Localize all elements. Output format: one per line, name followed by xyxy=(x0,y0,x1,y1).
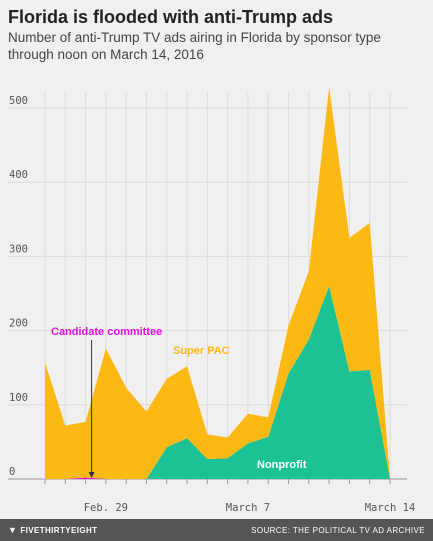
candidate-committee-arrowhead xyxy=(88,472,95,478)
y-tick-label-0: 0 xyxy=(9,466,15,478)
area-layer xyxy=(45,87,390,479)
footer-bar: ▼ FIVETHIRTYEIGHT SOURCE: THE POLITICAL … xyxy=(0,519,433,541)
y-tick-label-500: 500 xyxy=(9,95,28,107)
x-tick-label-17: March 14 xyxy=(365,502,416,514)
x-tick-label-10: March 7 xyxy=(226,502,270,514)
y-tick-label-300: 300 xyxy=(9,243,28,255)
stacked-area-chart: 0 100 200 300 400 500 Feb. 29 March 7 March 14 C… xyxy=(8,87,415,514)
y-tick-label-100: 100 xyxy=(9,392,28,404)
y-tick-label-200: 200 xyxy=(9,318,28,330)
y-tick-label-400: 400 xyxy=(9,169,28,181)
chart-subtitle: Number of anti-Trump TV ads airing in Fl… xyxy=(8,30,381,62)
fivethirtyeight-logo-icon: ▼ xyxy=(8,525,18,535)
footer-brand-label: FIVETHIRTYEIGHT xyxy=(20,525,98,535)
x-tick-label-3: Feb. 29 xyxy=(84,502,128,514)
super-pac-area xyxy=(45,87,390,479)
annotation-layer: Candidate committee Super PAC Nonprofit xyxy=(51,326,307,478)
chart-title: Florida is flooded with anti-Trump ads xyxy=(8,7,334,27)
nonprofit-area xyxy=(45,286,390,479)
annotation-super-pac: Super PAC xyxy=(173,345,230,357)
annotation-nonprofit: Nonprofit xyxy=(257,459,307,471)
annotation-candidate-committee: Candidate committee xyxy=(51,326,162,338)
tick-layer: 0 100 200 300 400 500 Feb. 29 March 7 March 14 xyxy=(9,95,415,514)
footer-source: SOURCE: THE POLITICAL TV AD ARCHIVE xyxy=(251,525,425,535)
footer-brand: ▼ FIVETHIRTYEIGHT xyxy=(8,525,97,535)
